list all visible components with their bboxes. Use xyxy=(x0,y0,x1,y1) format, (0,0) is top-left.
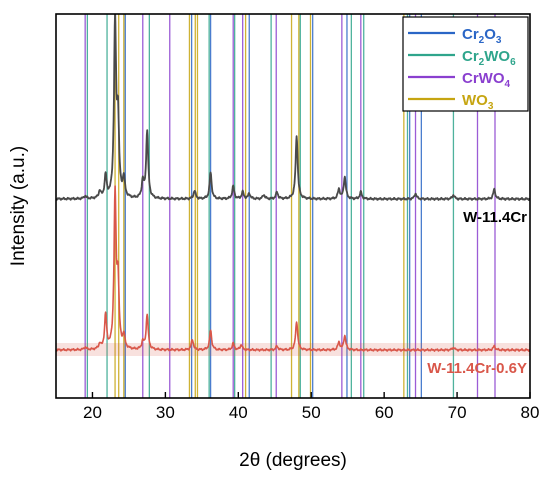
x-axis: 20 30 40 50 60 70 80 xyxy=(83,392,539,422)
trace-w-11-4cr-0-6y xyxy=(56,185,530,352)
legend-label-wo3: WO3 xyxy=(462,92,494,112)
trace-band-w-11-4cr-0-6y xyxy=(56,343,530,356)
legend-label-cr2wo6: Cr2WO6 xyxy=(462,48,516,68)
trace-w-11-4cr xyxy=(56,14,530,201)
x-tick-label: 70 xyxy=(448,403,467,422)
x-tick-label: 30 xyxy=(156,403,175,422)
x-tick-label: 60 xyxy=(375,403,394,422)
series-labels: W-11.4Cr W-11.4Cr-0.6Y xyxy=(427,209,527,377)
x-axis-label: 2θ (degrees) xyxy=(239,450,347,471)
legend-label-cr2o3: Cr2O3 xyxy=(462,26,502,46)
x-tick-label: 80 xyxy=(521,403,540,422)
x-tick-label: 40 xyxy=(229,403,248,422)
reference-lines xyxy=(84,14,496,398)
x-tick-label: 20 xyxy=(83,403,102,422)
series-label-w-11-4cr: W-11.4Cr xyxy=(463,209,527,226)
plot-frame xyxy=(55,13,531,399)
y-axis-label: Intensity (a.u.) xyxy=(8,146,29,266)
legend-label-crwo4: CrWO4 xyxy=(462,70,511,90)
series-label-w-11-4cr-0-6y: W-11.4Cr-0.6Y xyxy=(427,360,527,377)
traces xyxy=(56,14,530,356)
x-tick-label: 50 xyxy=(302,403,321,422)
